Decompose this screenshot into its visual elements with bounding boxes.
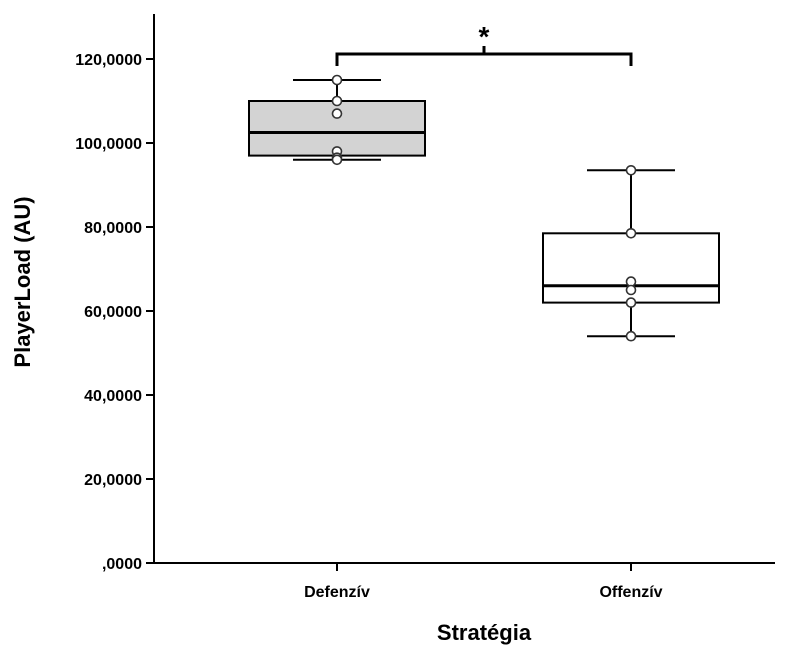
data-point bbox=[331, 95, 343, 107]
data-point bbox=[331, 108, 343, 119]
data-point bbox=[625, 228, 637, 239]
bracket-line bbox=[335, 52, 633, 66]
y-tick-label: 40,0000 bbox=[84, 388, 142, 405]
significance-bracket: * bbox=[335, 21, 633, 66]
x-tick-label: Defenzív bbox=[304, 584, 370, 601]
data-point bbox=[625, 284, 637, 296]
axes bbox=[153, 14, 775, 564]
y-axis-ticks: ,0000 20,0000 40,0000 60,0000 80,0000 100,000… bbox=[75, 52, 154, 573]
y-tick-label: ,0000 bbox=[102, 556, 142, 573]
y-tick-label: 100,0000 bbox=[75, 136, 142, 153]
boxes bbox=[248, 74, 720, 342]
significance-label: * bbox=[479, 21, 490, 52]
data-point bbox=[625, 165, 637, 176]
y-axis-label: PlayerLoad (AU) bbox=[10, 196, 35, 367]
data-point bbox=[331, 154, 343, 166]
data-point bbox=[625, 330, 637, 342]
y-tick-label: 60,0000 bbox=[84, 304, 142, 321]
y-tick-label: 120,0000 bbox=[75, 52, 142, 69]
y-tick-label: 80,0000 bbox=[84, 220, 142, 237]
box-group bbox=[542, 165, 720, 342]
data-point bbox=[625, 297, 637, 308]
x-axis-label: Stratégia bbox=[437, 620, 532, 645]
box-group bbox=[248, 74, 426, 166]
x-tick-label: Offenzív bbox=[599, 584, 662, 601]
x-axis-categories: Defenzív Offenzív bbox=[304, 563, 663, 601]
data-point bbox=[331, 74, 343, 86]
y-tick-label: 20,0000 bbox=[84, 472, 142, 489]
